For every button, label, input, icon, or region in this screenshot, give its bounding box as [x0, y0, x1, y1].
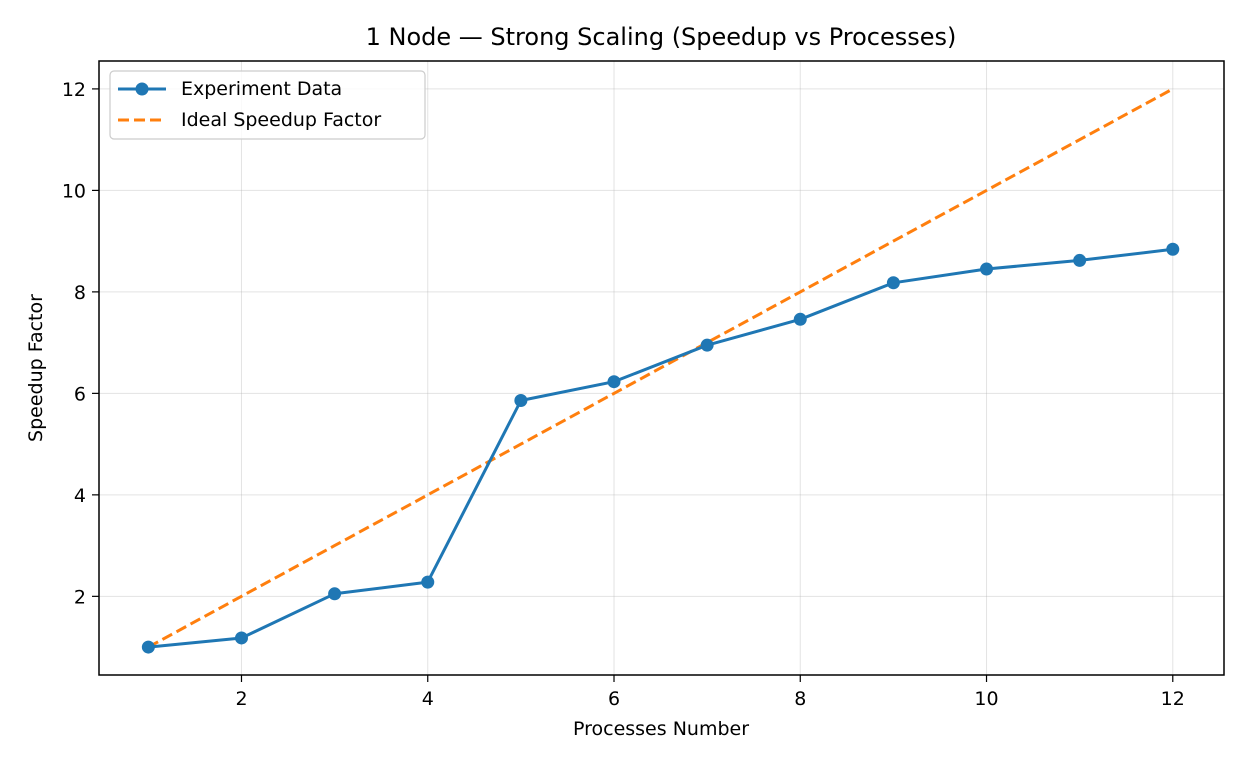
y-tick-label: 12 [62, 79, 86, 101]
x-tick-label: 4 [422, 688, 434, 710]
experiment-data-point [607, 375, 621, 389]
x-tick-label: 12 [1161, 688, 1185, 710]
legend-marker-experiment [135, 82, 149, 96]
experiment-data-point [980, 262, 994, 276]
experiment-data-point [234, 631, 248, 645]
ideal-series-line [147, 87, 1174, 649]
y-tick-label: 8 [74, 282, 86, 304]
legend-label-ideal: Ideal Speedup Factor [181, 109, 381, 131]
experiment-data-point [328, 587, 342, 601]
experiment-data-point [141, 640, 155, 654]
legend-box [109, 70, 426, 140]
y-tick-label: 4 [74, 485, 86, 507]
legend: Experiment Data Ideal Speedup Factor [109, 70, 426, 140]
chart-title: 1 Node — Strong Scaling (Speedup vs Proc… [366, 23, 957, 51]
experiment-data-point [514, 393, 528, 407]
y-tick-label: 2 [74, 586, 86, 608]
experiment-data-point [421, 575, 435, 589]
experiment-data-point [1073, 253, 1087, 267]
plot-frame [98, 60, 1225, 676]
x-tick-label: 2 [235, 688, 247, 710]
experiment-data-point [793, 312, 807, 326]
grid-layer [99, 61, 1224, 675]
x-tick-label: 10 [974, 688, 998, 710]
x-tick-label: 6 [608, 688, 620, 710]
tick-layer: 2 4 6 8 10 12 2 4 6 8 10 12 [62, 79, 1185, 710]
experiment-data-point [1166, 242, 1180, 256]
experiment-data-point [886, 276, 900, 290]
experiment-data-point [700, 338, 714, 352]
y-axis-label: Speedup Factor [25, 294, 47, 442]
x-axis-label: Processes Number [573, 718, 749, 740]
y-tick-label: 10 [62, 180, 86, 202]
experiment-series-line [148, 247, 1173, 649]
legend-label-experiment: Experiment Data [181, 78, 342, 100]
x-tick-label: 8 [794, 688, 806, 710]
series-layer [141, 87, 1180, 654]
y-tick-label: 6 [74, 383, 86, 405]
